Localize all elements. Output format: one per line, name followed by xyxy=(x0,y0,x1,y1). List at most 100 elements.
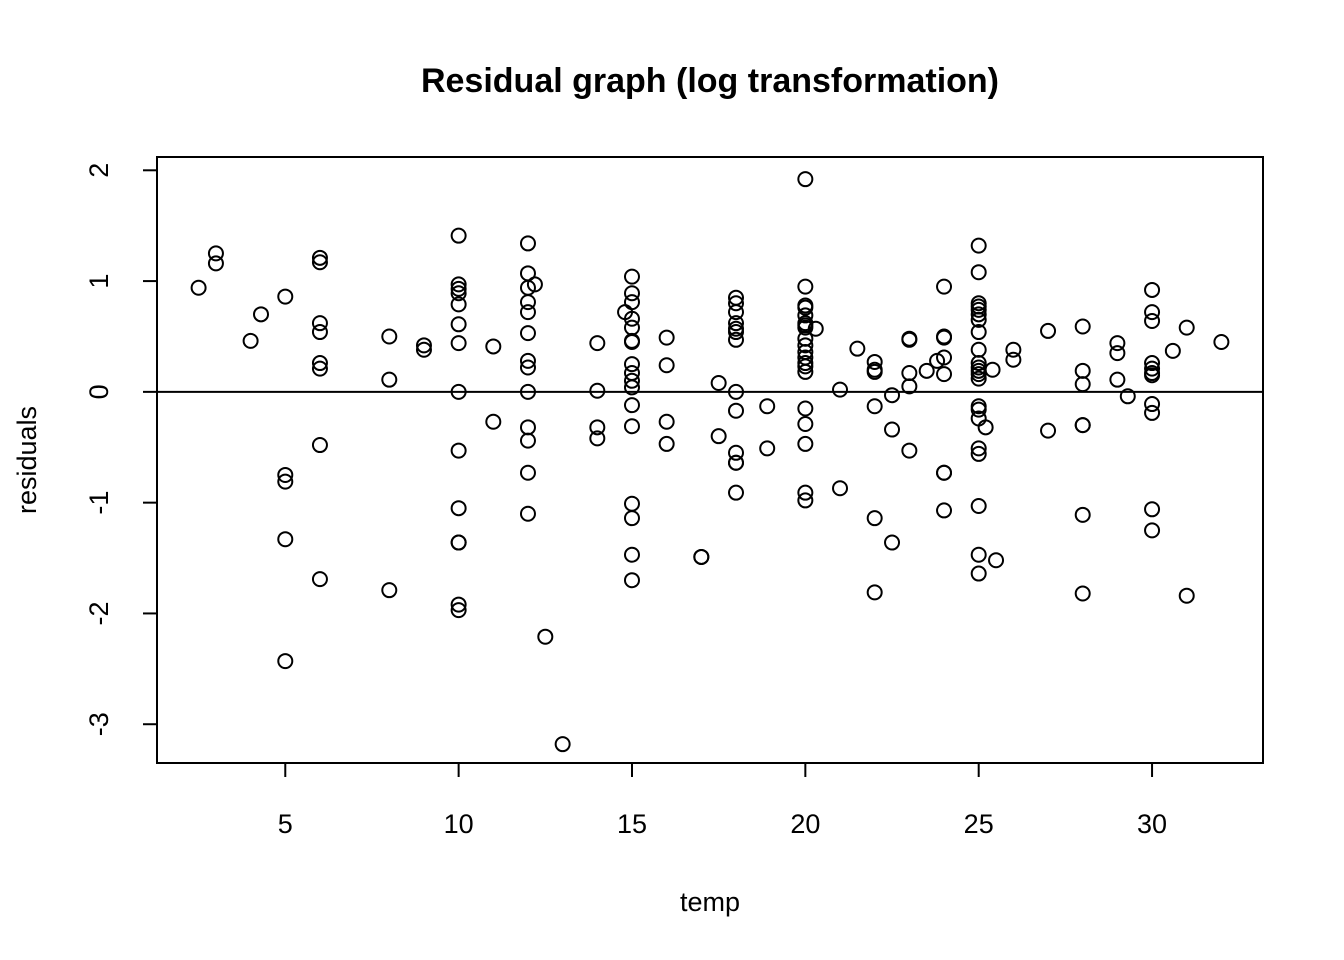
data-point xyxy=(623,356,640,373)
data-point xyxy=(450,335,467,352)
data-point xyxy=(623,285,640,302)
data-point xyxy=(901,378,918,395)
data-point xyxy=(936,366,953,383)
data-point xyxy=(1074,376,1091,393)
data-point xyxy=(519,304,536,321)
data-point xyxy=(728,484,745,501)
data-point xyxy=(970,546,987,563)
x-tick-label: 15 xyxy=(617,809,647,839)
data-point xyxy=(623,495,640,512)
data-point xyxy=(728,454,745,471)
data-point xyxy=(936,502,953,519)
data-point xyxy=(311,571,328,588)
y-tick-label: 0 xyxy=(84,384,114,399)
data-point xyxy=(693,548,710,565)
data-point xyxy=(519,419,536,436)
data-point xyxy=(1144,404,1161,421)
data-point xyxy=(554,736,571,753)
data-point xyxy=(450,500,467,517)
data-point xyxy=(311,437,328,454)
data-point xyxy=(415,341,432,358)
data-point xyxy=(849,340,866,357)
data-point xyxy=(450,602,467,619)
data-point xyxy=(658,413,675,430)
data-point xyxy=(1144,312,1161,329)
data-point xyxy=(450,383,467,400)
data-point xyxy=(277,288,294,305)
data-point xyxy=(984,361,1001,378)
data-point xyxy=(901,331,918,348)
data-point xyxy=(253,306,270,323)
data-points xyxy=(190,171,1230,753)
data-point xyxy=(797,358,814,375)
data-point xyxy=(589,419,606,436)
data-point xyxy=(797,435,814,452)
data-point xyxy=(970,311,987,328)
data-point xyxy=(207,255,224,272)
data-point xyxy=(623,268,640,285)
data-point xyxy=(311,360,328,377)
data-point xyxy=(970,565,987,582)
data-point xyxy=(658,329,675,346)
data-point xyxy=(519,294,536,311)
data-point xyxy=(1040,422,1057,439)
y-tick-label: -1 xyxy=(84,491,114,515)
data-point xyxy=(1040,322,1057,339)
data-point xyxy=(759,398,776,415)
data-point xyxy=(970,341,987,358)
data-point xyxy=(936,329,953,346)
data-point xyxy=(970,355,987,372)
data-point xyxy=(277,531,294,548)
data-point xyxy=(936,464,953,481)
data-point xyxy=(866,584,883,601)
x-tick-label: 10 xyxy=(444,809,474,839)
data-point xyxy=(884,534,901,551)
y-tick-label: 2 xyxy=(84,163,114,178)
data-point xyxy=(450,534,467,551)
data-point xyxy=(311,249,328,266)
data-point xyxy=(381,582,398,599)
data-point xyxy=(866,398,883,415)
data-point xyxy=(311,355,328,372)
data-point xyxy=(797,307,814,324)
data-point xyxy=(884,421,901,438)
data-point xyxy=(1074,417,1091,434)
data-point xyxy=(1144,396,1161,413)
data-point xyxy=(866,353,883,370)
data-point xyxy=(832,480,849,497)
data-point xyxy=(728,444,745,461)
data-point xyxy=(728,383,745,400)
data-point xyxy=(190,279,207,296)
data-point xyxy=(797,400,814,417)
data-point xyxy=(710,428,727,445)
data-point xyxy=(1119,388,1136,405)
data-point xyxy=(519,325,536,342)
data-point xyxy=(797,171,814,188)
data-point xyxy=(797,278,814,295)
data-point xyxy=(1074,318,1091,335)
data-point xyxy=(970,324,987,341)
plot-frame xyxy=(156,156,1264,764)
data-point xyxy=(589,382,606,399)
data-point xyxy=(884,387,901,404)
data-point xyxy=(1144,304,1161,321)
data-point xyxy=(797,484,814,501)
data-point xyxy=(970,306,987,323)
x-tick-label: 30 xyxy=(1137,809,1167,839)
data-point xyxy=(623,379,640,396)
data-point xyxy=(1178,319,1195,336)
data-point xyxy=(623,372,640,389)
data-point xyxy=(537,628,554,645)
data-point xyxy=(415,337,432,354)
data-point xyxy=(1109,335,1126,352)
data-point xyxy=(311,254,328,271)
data-point xyxy=(450,296,467,313)
data-point xyxy=(977,419,994,436)
data-point xyxy=(970,237,987,254)
data-point xyxy=(759,440,776,457)
data-point xyxy=(1109,371,1126,388)
data-point xyxy=(450,276,467,293)
data-point xyxy=(970,440,987,457)
data-point xyxy=(450,280,467,297)
